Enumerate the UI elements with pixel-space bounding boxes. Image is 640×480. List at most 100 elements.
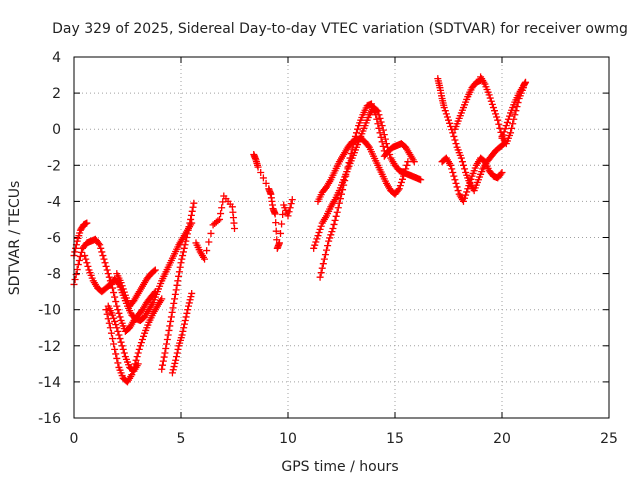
data-point bbox=[183, 309, 191, 317]
data-point bbox=[134, 360, 142, 368]
data-point bbox=[272, 227, 280, 235]
data-point bbox=[441, 107, 449, 115]
series-sat-track-8 bbox=[168, 289, 196, 377]
data-point bbox=[187, 293, 195, 301]
data-point bbox=[158, 365, 166, 373]
data-point bbox=[179, 248, 187, 256]
data-point bbox=[112, 350, 120, 358]
data-point bbox=[140, 332, 148, 340]
data-point bbox=[218, 204, 226, 212]
data-point bbox=[395, 185, 403, 193]
data-point bbox=[334, 204, 342, 212]
data-point bbox=[452, 140, 460, 148]
data-point bbox=[113, 324, 121, 332]
data-point bbox=[491, 107, 499, 115]
data-point bbox=[450, 132, 458, 140]
data-point bbox=[447, 161, 455, 169]
data-point bbox=[492, 110, 500, 118]
data-point bbox=[132, 356, 140, 364]
data-point bbox=[259, 174, 267, 182]
data-point bbox=[117, 279, 125, 287]
data-point bbox=[463, 188, 471, 196]
data-point bbox=[448, 165, 456, 173]
data-point bbox=[378, 138, 386, 146]
data-point bbox=[335, 199, 343, 207]
data-point bbox=[317, 269, 325, 277]
data-point bbox=[450, 172, 458, 180]
data-point bbox=[71, 275, 79, 283]
data-point bbox=[183, 234, 191, 241]
data-point bbox=[201, 255, 209, 263]
data-point bbox=[376, 129, 384, 137]
data-point bbox=[150, 267, 158, 275]
data-point bbox=[76, 252, 84, 260]
data-point bbox=[180, 324, 188, 332]
series-sat-track-19 bbox=[498, 78, 530, 142]
data-point bbox=[467, 175, 475, 183]
data-point bbox=[134, 349, 142, 357]
data-point bbox=[183, 230, 191, 238]
data-point bbox=[133, 353, 141, 361]
data-point bbox=[452, 179, 460, 187]
data-point bbox=[373, 115, 381, 123]
data-point bbox=[103, 266, 111, 274]
x-tick-label: 20 bbox=[493, 431, 511, 447]
data-point bbox=[115, 309, 123, 317]
data-point bbox=[99, 252, 107, 260]
data-point bbox=[101, 259, 109, 267]
data-point bbox=[83, 219, 91, 227]
data-point bbox=[331, 216, 339, 224]
y-tick-labels: 4 2 0 -2 -4 -6 -8 -10 -12 -14 -16 bbox=[38, 50, 61, 427]
data-points bbox=[70, 73, 530, 386]
data-point bbox=[459, 197, 467, 205]
data-point bbox=[443, 113, 451, 121]
x-tick-label: 15 bbox=[386, 431, 404, 447]
data-point bbox=[97, 244, 105, 252]
data-point bbox=[81, 252, 89, 260]
data-point bbox=[171, 295, 179, 303]
data-point bbox=[110, 314, 118, 322]
data-point bbox=[111, 345, 119, 353]
y-tick-label: -4 bbox=[47, 194, 61, 210]
plot-frame bbox=[73, 56, 610, 419]
data-point bbox=[284, 212, 292, 220]
data-point bbox=[488, 100, 496, 108]
data-point bbox=[440, 104, 448, 112]
data-point bbox=[118, 282, 126, 290]
data-point bbox=[136, 342, 144, 350]
data-point bbox=[161, 349, 169, 357]
data-point bbox=[394, 186, 402, 194]
data-point bbox=[375, 124, 383, 132]
data-point bbox=[102, 306, 110, 314]
data-point bbox=[98, 248, 106, 256]
data-point bbox=[446, 119, 454, 127]
data-point bbox=[286, 204, 294, 212]
series-sat-track-15 bbox=[434, 75, 508, 195]
data-point bbox=[187, 211, 195, 219]
data-point bbox=[165, 326, 173, 334]
data-point bbox=[287, 200, 295, 208]
data-point bbox=[174, 345, 182, 353]
data-point bbox=[354, 125, 362, 133]
data-point bbox=[103, 310, 111, 318]
data-point bbox=[319, 260, 327, 268]
data-point bbox=[341, 177, 349, 185]
data-point bbox=[164, 331, 172, 339]
data-point bbox=[262, 179, 270, 187]
data-point bbox=[151, 266, 159, 274]
data-point bbox=[185, 299, 193, 307]
data-point bbox=[231, 224, 238, 232]
data-point bbox=[345, 159, 353, 167]
data-point bbox=[312, 238, 320, 246]
data-point bbox=[111, 317, 119, 325]
data-point bbox=[107, 329, 115, 337]
data-point bbox=[72, 244, 80, 252]
data-point bbox=[77, 248, 85, 256]
data-point bbox=[404, 158, 412, 166]
data-point bbox=[184, 302, 192, 310]
data-point bbox=[465, 182, 473, 190]
series-sat-track-11 bbox=[310, 104, 425, 252]
data-point bbox=[509, 120, 517, 128]
data-point bbox=[171, 359, 179, 367]
data-point bbox=[180, 320, 188, 328]
